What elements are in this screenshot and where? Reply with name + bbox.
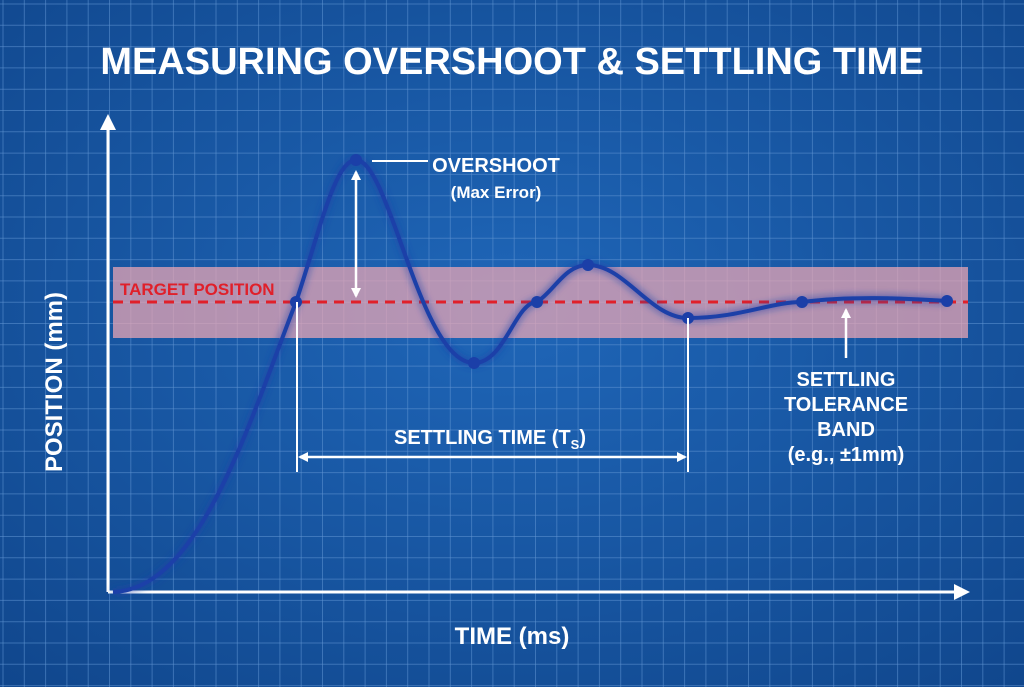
point-end [941, 295, 953, 307]
y-axis-label: POSITION (mm) [41, 292, 68, 472]
target-position-label: TARGET POSITION [120, 280, 275, 299]
point-peak-2 [582, 259, 594, 271]
overshoot-sublabel: (Max Error) [451, 183, 542, 202]
point-peak [350, 154, 362, 166]
tolerance-label: SETTLING TOLERANCE BAND (e.g., ±1mm) [784, 369, 908, 466]
settling-time-label: SETTLING TIME (TS) [394, 427, 586, 452]
tolerance-line-4: (e.g., ±1mm) [788, 444, 905, 466]
point-trough [468, 357, 480, 369]
point-crossing-2 [531, 296, 543, 308]
response-curve [112, 157, 948, 594]
point-crossing-3 [796, 296, 808, 308]
overshoot-label: OVERSHOOT [432, 155, 560, 177]
x-axis-label: TIME (ms) [455, 623, 570, 650]
tolerance-line-2: TOLERANCE [784, 394, 908, 416]
tolerance-line-3: BAND [817, 419, 875, 441]
tolerance-line-1: SETTLING [797, 369, 896, 391]
diagram-title: MEASURING OVERSHOOT & SETTLING TIME [100, 41, 923, 83]
